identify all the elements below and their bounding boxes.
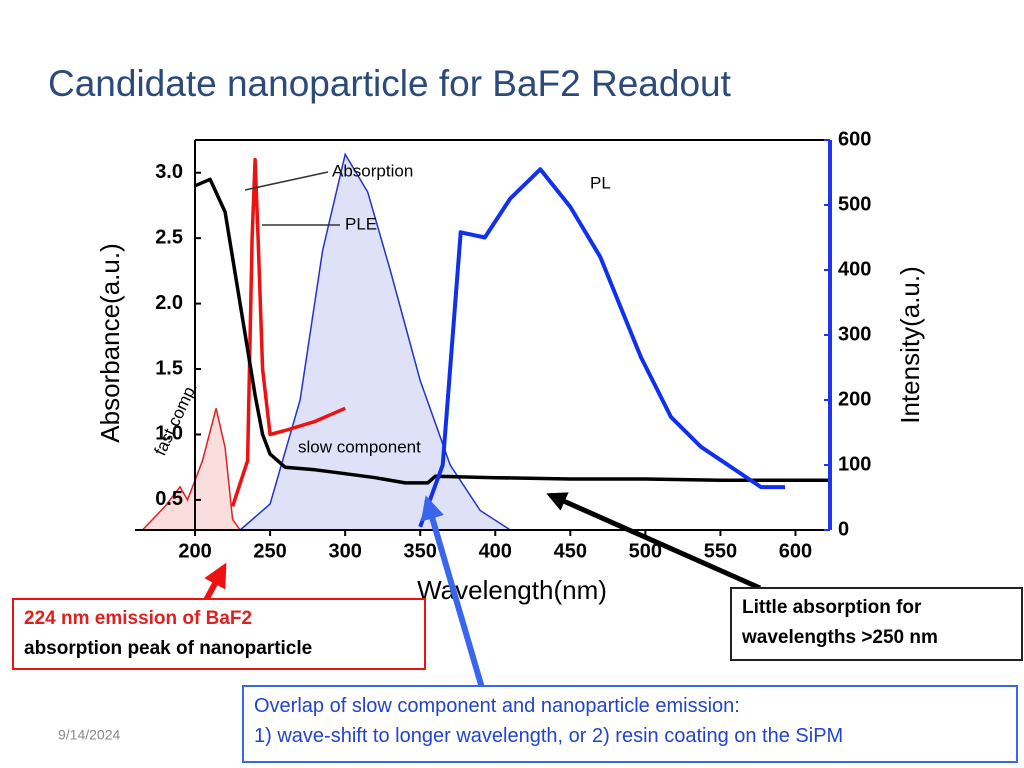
x-axis-label: Wavelength(nm) xyxy=(417,575,607,605)
arrow xyxy=(420,495,485,689)
y2-tick-label: 300 xyxy=(838,323,871,345)
x-tick-label: 300 xyxy=(328,540,361,562)
y-axis-label: Absorbance(a.u.) xyxy=(95,243,125,442)
x-tick-label: 450 xyxy=(554,540,587,562)
x-tick-label: 250 xyxy=(253,540,286,562)
callout-text: Little absorption for xyxy=(742,597,922,618)
x-tick-label: 350 xyxy=(404,540,437,562)
x-tick-label: 200 xyxy=(178,540,211,562)
y-tick-label: 1.5 xyxy=(155,357,183,379)
series-label: fast comp. xyxy=(150,379,200,458)
y2-tick-label: 0 xyxy=(838,518,849,540)
y2-tick-label: 200 xyxy=(838,388,871,410)
slide-title: Candidate nanoparticle for BaF2 Readout xyxy=(48,63,732,104)
x-tick-label: 500 xyxy=(629,540,662,562)
callout-text: 1) wave-shift to longer wavelength, or 2… xyxy=(254,725,844,747)
y-tick-label: 3.0 xyxy=(155,161,183,183)
line xyxy=(230,157,346,507)
y2-tick-label: 100 xyxy=(838,453,871,475)
arrow xyxy=(202,562,227,604)
y2-tick-label: 400 xyxy=(838,258,871,280)
arrow xyxy=(546,492,762,591)
y2-tick-label: 500 xyxy=(838,193,871,215)
y2-tick-label: 600 xyxy=(838,128,871,150)
callout-text: Overlap of slow component and nanopartic… xyxy=(254,695,740,717)
series-label: PL xyxy=(590,173,611,192)
y-tick-label: 0.5 xyxy=(155,488,183,510)
series-label: Absorption xyxy=(332,161,413,180)
pointer xyxy=(244,171,329,191)
y2-axis-label: Intensity(a.u.) xyxy=(895,266,925,424)
line xyxy=(194,177,830,485)
line xyxy=(418,167,785,528)
series-label: PLE xyxy=(345,214,377,233)
callout-text: 224 nm emission of BaF2 xyxy=(24,608,253,629)
date: 9/14/2024 xyxy=(58,727,120,743)
callout-text: wavelengths >250 nm xyxy=(742,627,938,648)
plot: 200 250 300 350 400 450 500 550 600 0.5 1.0 1.5 2.0 2… xyxy=(135,128,871,562)
callout: Little absorption for wavelengths >250 n… xyxy=(730,587,1023,661)
x-tick-label: 400 xyxy=(479,540,512,562)
y-tick-label: 1.0 xyxy=(155,423,183,445)
series-label: slow component xyxy=(298,437,421,456)
x-tick-label: 600 xyxy=(779,540,812,562)
callout: Overlap of slow component and nanopartic… xyxy=(242,685,1018,763)
area xyxy=(239,152,513,531)
y-tick-label: 2.0 xyxy=(155,292,183,314)
x-tick-label: 550 xyxy=(704,540,737,562)
callout-text: absorption peak of nanoparticle xyxy=(24,638,313,659)
callout: 224 nm emission of BaF2 absorption peak … xyxy=(12,598,426,670)
y-tick-label: 2.5 xyxy=(155,226,183,248)
